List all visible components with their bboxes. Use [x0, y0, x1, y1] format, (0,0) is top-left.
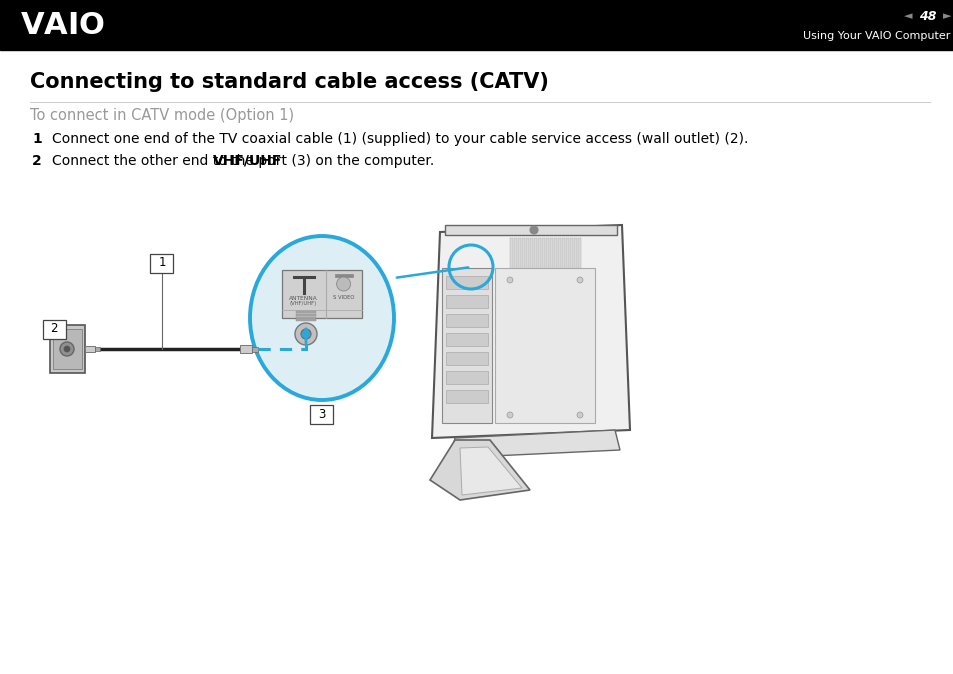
- Text: Connect one end of the TV coaxial cable (1) (supplied) to your cable service acc: Connect one end of the TV coaxial cable …: [52, 132, 747, 146]
- Bar: [537, 238, 540, 283]
- Circle shape: [506, 412, 513, 418]
- Bar: [295, 319, 315, 321]
- Bar: [569, 238, 573, 283]
- Bar: [558, 238, 560, 283]
- Polygon shape: [450, 430, 619, 458]
- Bar: [85, 346, 95, 352]
- Text: (VHF/UHF): (VHF/UHF): [290, 301, 317, 306]
- Text: 2: 2: [32, 154, 42, 168]
- Bar: [514, 238, 517, 283]
- Text: Connect the other end to the: Connect the other end to the: [52, 154, 258, 168]
- Bar: [446, 295, 488, 308]
- Bar: [446, 333, 488, 346]
- Text: 1: 1: [32, 132, 42, 146]
- Bar: [282, 270, 361, 318]
- Text: port (3) on the computer.: port (3) on the computer.: [253, 154, 434, 168]
- Text: S VIDEO: S VIDEO: [333, 295, 354, 300]
- Bar: [525, 238, 529, 283]
- Bar: [578, 238, 580, 283]
- Bar: [541, 238, 544, 283]
- Bar: [530, 238, 533, 283]
- Text: $\mathbf{VAIO}$: $\mathbf{VAIO}$: [20, 11, 105, 40]
- Bar: [545, 238, 548, 283]
- Circle shape: [301, 329, 311, 339]
- Bar: [550, 238, 553, 283]
- Polygon shape: [459, 447, 521, 495]
- Bar: [565, 238, 568, 283]
- Bar: [510, 238, 513, 283]
- Circle shape: [506, 277, 513, 283]
- Polygon shape: [430, 440, 530, 500]
- Bar: [517, 238, 520, 283]
- Bar: [0, 0, 953, 50]
- FancyBboxPatch shape: [310, 404, 334, 423]
- Bar: [95, 347, 100, 351]
- Bar: [534, 238, 537, 283]
- FancyBboxPatch shape: [43, 319, 66, 338]
- Text: ◄: ◄: [902, 11, 911, 22]
- Bar: [444, 225, 617, 235]
- Bar: [446, 371, 488, 384]
- Bar: [240, 345, 252, 353]
- Bar: [446, 314, 488, 327]
- Bar: [252, 346, 257, 352]
- FancyBboxPatch shape: [50, 325, 85, 373]
- Bar: [521, 238, 524, 283]
- Text: Connecting to standard cable access (CATV): Connecting to standard cable access (CAT…: [30, 72, 548, 92]
- Circle shape: [304, 332, 308, 336]
- FancyBboxPatch shape: [151, 253, 173, 272]
- Text: Using Your VAIO Computer: Using Your VAIO Computer: [801, 31, 949, 41]
- Text: ►: ►: [942, 11, 950, 22]
- Ellipse shape: [250, 236, 394, 400]
- Text: 3: 3: [318, 408, 325, 421]
- Bar: [441, 268, 492, 423]
- Text: 1: 1: [158, 257, 166, 270]
- Circle shape: [294, 323, 316, 345]
- Polygon shape: [432, 225, 629, 438]
- Circle shape: [577, 412, 582, 418]
- Circle shape: [530, 226, 537, 234]
- Bar: [495, 268, 595, 423]
- Bar: [554, 238, 557, 283]
- Text: To connect in CATV mode (Option 1): To connect in CATV mode (Option 1): [30, 108, 294, 123]
- Bar: [561, 238, 564, 283]
- Bar: [446, 352, 488, 365]
- Bar: [446, 276, 488, 289]
- Bar: [335, 274, 353, 277]
- Bar: [446, 390, 488, 403]
- Bar: [574, 238, 577, 283]
- Circle shape: [64, 346, 70, 352]
- Bar: [295, 314, 315, 316]
- FancyBboxPatch shape: [53, 329, 82, 369]
- Text: ANTENNA: ANTENNA: [289, 296, 317, 301]
- Text: VHF/UHF: VHF/UHF: [213, 154, 282, 168]
- Circle shape: [60, 342, 74, 356]
- Bar: [295, 311, 315, 313]
- Bar: [295, 317, 315, 319]
- Text: 48: 48: [919, 10, 936, 23]
- Text: 2: 2: [51, 322, 58, 336]
- Circle shape: [336, 277, 351, 291]
- Circle shape: [577, 277, 582, 283]
